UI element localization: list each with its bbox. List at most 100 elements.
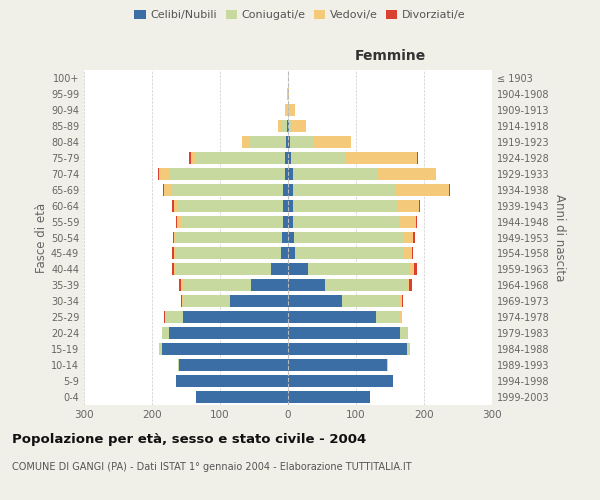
Bar: [288, 232, 294, 243]
Bar: [181, 216, 283, 228]
Bar: [171, 184, 283, 196]
Bar: [407, 327, 409, 339]
Bar: [182, 312, 288, 323]
Bar: [179, 280, 181, 291]
Bar: [176, 264, 271, 276]
Bar: [407, 280, 409, 291]
Bar: [283, 200, 288, 211]
Bar: [401, 296, 403, 308]
Bar: [191, 152, 196, 164]
Text: Femmine: Femmine: [355, 50, 425, 64]
Text: Popolazione per età, sesso e stato civile - 2004: Popolazione per età, sesso e stato civil…: [12, 432, 366, 446]
Bar: [288, 120, 289, 132]
Bar: [346, 152, 417, 164]
Bar: [292, 120, 305, 132]
Bar: [164, 184, 171, 196]
Bar: [282, 120, 287, 132]
Bar: [404, 248, 412, 260]
Bar: [242, 136, 248, 148]
Bar: [401, 312, 402, 323]
Bar: [161, 327, 162, 339]
Bar: [409, 280, 412, 291]
Y-axis label: Anni di nascita: Anni di nascita: [553, 194, 566, 281]
Bar: [177, 216, 181, 228]
Bar: [288, 391, 370, 403]
Bar: [288, 312, 376, 323]
Bar: [176, 216, 177, 228]
Text: COMUNE DI GANGI (PA) - Dati ISTAT 1° gennaio 2004 - Elaborazione TUTTITALIA.IT: COMUNE DI GANGI (PA) - Dati ISTAT 1° gen…: [12, 462, 412, 472]
Bar: [287, 88, 288, 100]
Bar: [165, 312, 166, 323]
Bar: [281, 248, 288, 260]
Bar: [159, 168, 169, 179]
Bar: [284, 152, 288, 164]
Bar: [181, 296, 182, 308]
Bar: [288, 375, 394, 387]
Bar: [412, 248, 413, 260]
Bar: [288, 343, 407, 355]
Bar: [292, 152, 346, 164]
Bar: [230, 296, 288, 308]
Bar: [172, 200, 174, 211]
Bar: [403, 232, 413, 243]
Bar: [288, 296, 343, 308]
Bar: [410, 264, 414, 276]
Bar: [174, 248, 176, 260]
Bar: [175, 264, 176, 276]
Bar: [282, 232, 288, 243]
Bar: [294, 232, 403, 243]
Bar: [159, 343, 162, 355]
Bar: [400, 312, 401, 323]
Bar: [288, 88, 289, 100]
Bar: [288, 168, 293, 179]
Bar: [386, 359, 388, 371]
Bar: [175, 232, 176, 243]
Bar: [378, 168, 436, 179]
Bar: [413, 232, 415, 243]
Bar: [172, 264, 175, 276]
Bar: [278, 120, 282, 132]
Bar: [283, 184, 288, 196]
Bar: [289, 120, 292, 132]
Bar: [416, 216, 417, 228]
Bar: [287, 104, 288, 116]
Bar: [288, 200, 293, 211]
Bar: [308, 264, 410, 276]
Bar: [288, 136, 290, 148]
Bar: [288, 248, 295, 260]
Bar: [288, 184, 293, 196]
Bar: [190, 152, 191, 164]
Bar: [293, 168, 378, 179]
Y-axis label: Fasce di età: Fasce di età: [35, 202, 48, 272]
Bar: [176, 375, 288, 387]
Bar: [164, 312, 165, 323]
Bar: [293, 184, 395, 196]
Bar: [182, 296, 230, 308]
Bar: [172, 248, 174, 260]
Bar: [288, 216, 293, 228]
Bar: [288, 327, 400, 339]
Bar: [182, 280, 251, 291]
Bar: [286, 136, 288, 148]
Bar: [158, 168, 159, 179]
Bar: [414, 264, 416, 276]
Bar: [162, 343, 288, 355]
Bar: [449, 184, 450, 196]
Bar: [271, 264, 288, 276]
Bar: [174, 200, 177, 211]
Bar: [178, 359, 179, 371]
Bar: [400, 296, 401, 308]
Bar: [417, 152, 418, 164]
Bar: [163, 184, 164, 196]
Bar: [400, 327, 407, 339]
Bar: [179, 359, 288, 371]
Bar: [176, 232, 282, 243]
Bar: [288, 104, 289, 116]
Bar: [177, 200, 283, 211]
Bar: [169, 168, 284, 179]
Bar: [343, 296, 400, 308]
Bar: [419, 200, 420, 211]
Bar: [376, 312, 400, 323]
Legend: Celibi/Nubili, Coniugati/e, Vedovi/e, Divorziati/e: Celibi/Nubili, Coniugati/e, Vedovi/e, Di…: [130, 6, 470, 25]
Bar: [293, 200, 398, 211]
